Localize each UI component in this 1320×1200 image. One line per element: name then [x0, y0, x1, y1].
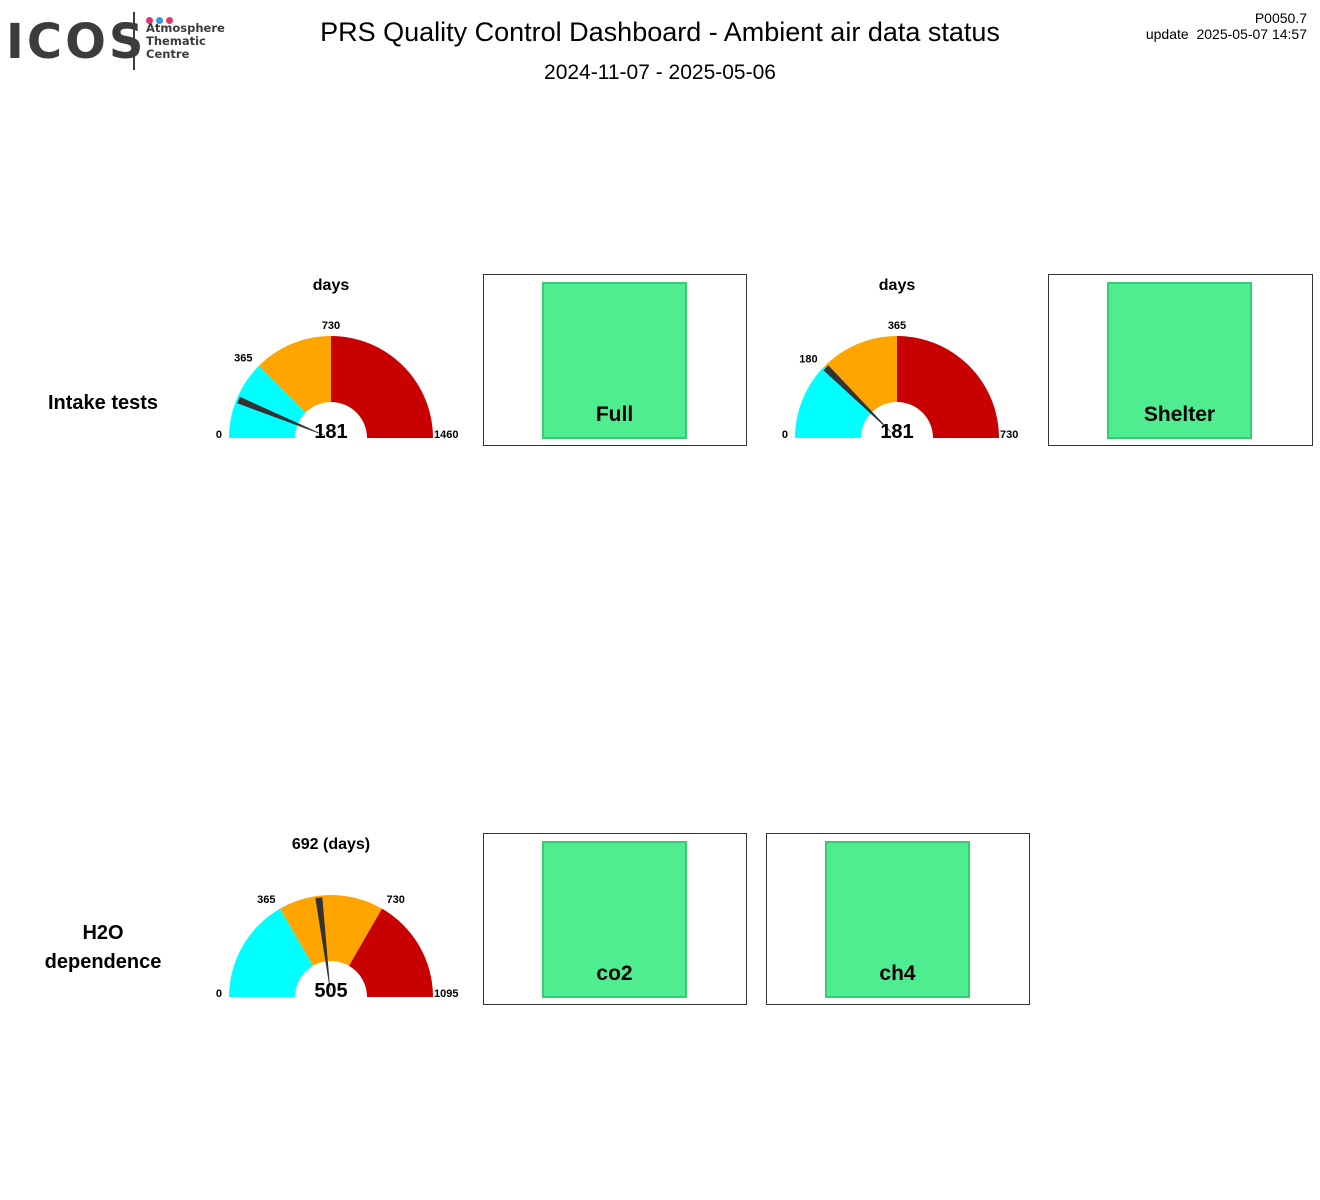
gauge-value: 505 [314, 980, 347, 1002]
status-box-ch4: ch4 [766, 833, 1030, 1005]
gauge-needle [315, 897, 331, 996]
gauge-value: 181 [880, 421, 913, 443]
row-label-line: Intake tests [47, 392, 159, 414]
status-box-label: ch4 [879, 962, 916, 985]
status-indicator-ok [542, 841, 687, 998]
gauge-tick-label: 180 [799, 353, 817, 365]
status-indicator-ok [825, 841, 970, 998]
gauge-value: 181 [314, 421, 347, 443]
gauge-hub [295, 961, 367, 1014]
gauge-tick-label: 730 [387, 894, 405, 906]
logo-dot [166, 17, 173, 24]
status-indicator-ok [1107, 282, 1252, 439]
date-range: 2024-11-07 - 2025-05-06 [544, 61, 776, 84]
row-label-h2o-dependence: H2O dependence [23, 919, 183, 977]
intake-gauge-2: days 181 0 730 180 365 [782, 277, 1018, 455]
status-box-label: co2 [596, 962, 633, 985]
gauge-tick-label: 730 [322, 320, 340, 332]
icos-logo-wordmark: ICOS [6, 14, 147, 70]
h2o-gauge: 692 (days) 505 0 1095 365 730 [216, 836, 458, 1014]
logo-dots [146, 11, 176, 29]
logo-dot [156, 17, 163, 24]
gauge-tick-label: 365 [888, 320, 906, 332]
row-label-line: dependence [44, 951, 162, 973]
status-box-full: Full [483, 274, 747, 446]
gauge-title: days [879, 277, 916, 294]
gauge-hub [861, 402, 933, 455]
logo-subtitle-line-1: Atmosphere [146, 21, 225, 35]
gauge-tick-label: 1460 [434, 429, 458, 441]
status-indicator-ok [542, 282, 687, 439]
status-box-co2: co2 [483, 833, 747, 1005]
logo-dot [146, 17, 153, 24]
logo-divider [133, 12, 135, 70]
gauge-tick-label: 1095 [434, 988, 458, 1000]
row-label-line: H2O [82, 922, 124, 944]
gauge-band-warning [280, 895, 382, 997]
gauge-title: days [313, 277, 350, 294]
gauge-hub [295, 402, 367, 455]
status-box-shelter: Shelter [1048, 274, 1313, 446]
gauge-needle [823, 365, 896, 437]
gauge-tick-label: 0 [216, 988, 222, 1000]
gauge-band-critical [331, 336, 433, 438]
row-label-intake-tests: Intake tests [23, 389, 183, 418]
status-box-label: Full [595, 403, 634, 426]
intake-gauge-1: days 181 0 1460 365 730 [216, 277, 458, 455]
gauge-needle [237, 396, 330, 438]
gauge-band-critical [897, 336, 999, 438]
gauge-tick-label: 0 [216, 429, 222, 441]
version-label: P0050.7 [1254, 10, 1307, 26]
gauge-tick-label: 365 [257, 894, 275, 906]
gauge-tick-label: 0 [782, 429, 788, 441]
logo-subtitle-line-2: Thematic [146, 34, 206, 48]
gauge-title: 692 (days) [292, 836, 370, 853]
update-timestamp: update 2025-05-07 14:57 [1145, 26, 1307, 42]
gauge-tick-label: 365 [234, 353, 252, 365]
gauge-tick-label: 730 [1000, 429, 1018, 441]
status-box-label: Shelter [1143, 403, 1216, 426]
logo-subtitle-line-3: Centre [146, 47, 190, 61]
page-title: PRS Quality Control Dashboard - Ambient … [320, 17, 1000, 47]
